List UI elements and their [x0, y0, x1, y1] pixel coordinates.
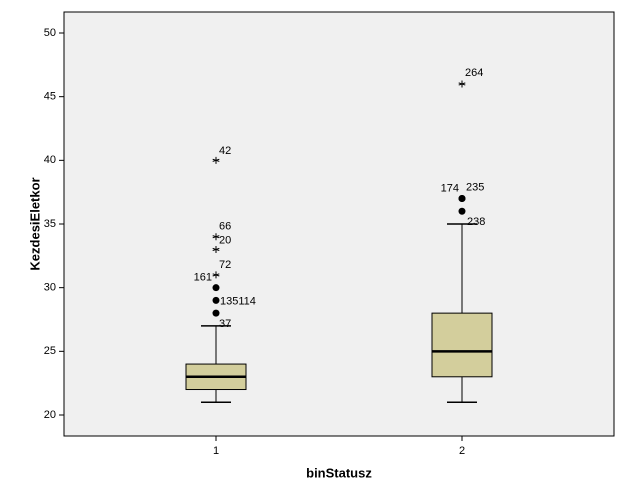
outlier-label: 264: [465, 67, 483, 79]
y-tick-label: 25: [44, 345, 56, 357]
outlier: [458, 207, 466, 215]
extreme-outlier: [212, 271, 220, 279]
y-tick-label: 20: [44, 409, 56, 421]
outlier: [212, 309, 220, 317]
outlier-label: 238: [467, 216, 485, 228]
outlier: [212, 296, 220, 304]
box: [431, 312, 493, 378]
star-stroke: [212, 273, 220, 277]
outlier-label: 66: [219, 221, 231, 233]
extreme-outlier: [212, 233, 220, 241]
x-tick-label: 1: [213, 445, 219, 457]
y-axis-title: KezdesiEletkor: [27, 177, 42, 270]
outlier: [458, 195, 466, 203]
outlier-label: 20: [219, 234, 231, 246]
outlier-label: 161: [194, 272, 212, 284]
outlier-label: 174: [441, 182, 459, 194]
extreme-outlier: [212, 245, 220, 253]
plot-area: [63, 11, 615, 437]
outlier-label: 37: [219, 318, 231, 330]
y-tick-label: 50: [44, 27, 56, 39]
y-tick-label: 30: [44, 282, 56, 294]
x-axis-title: binStatusz: [306, 465, 372, 480]
extreme-outlier: [212, 156, 220, 164]
star-stroke: [212, 235, 220, 239]
outlier-label: 135114: [220, 295, 256, 307]
star-stroke: [212, 158, 220, 162]
star-stroke: [458, 82, 466, 86]
y-tick-label: 40: [44, 154, 56, 166]
outlier-label: 235: [466, 181, 484, 193]
outlier: [212, 284, 220, 292]
outlier-label: 42: [219, 145, 231, 157]
y-tick-label: 45: [44, 91, 56, 103]
outlier-label: 72: [219, 259, 231, 271]
star-stroke: [212, 247, 220, 252]
y-tick-label: 35: [44, 218, 56, 230]
extreme-outlier: [458, 80, 466, 88]
x-tick-label: 2: [459, 445, 465, 457]
